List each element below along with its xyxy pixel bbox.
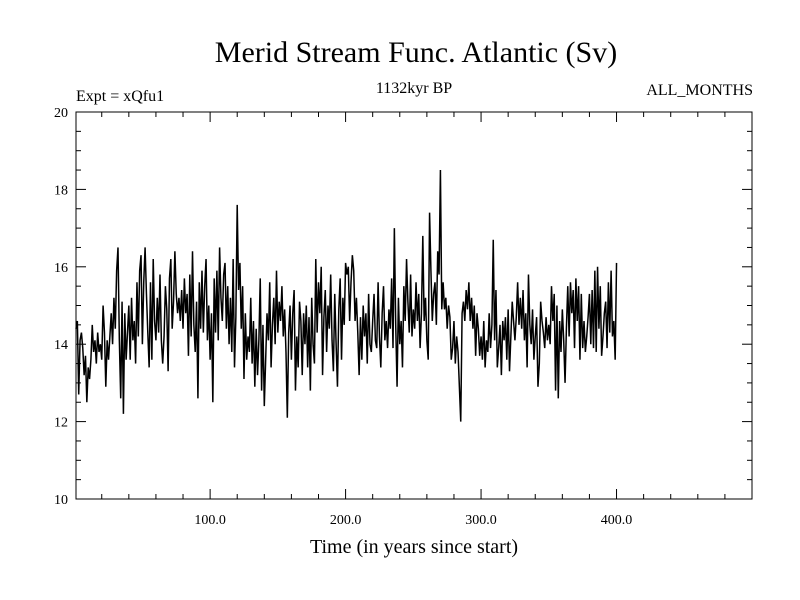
x-axis-label: Time (in years since start) <box>310 536 518 558</box>
x-tick-label: 200.0 <box>330 513 362 528</box>
experiment-label: Expt = xQfu1 <box>76 88 164 105</box>
data-series <box>75 170 618 422</box>
y-tick-label: 10 <box>54 493 68 508</box>
y-tick-label: 18 <box>54 183 68 198</box>
y-tick-label: 16 <box>54 261 68 276</box>
x-tick-label: 300.0 <box>465 513 497 528</box>
plot-frame <box>75 111 753 500</box>
y-tick-label: 12 <box>54 416 68 431</box>
chart-title: Merid Stream Func. Atlantic (Sv) <box>215 36 617 69</box>
y-tick-label: 14 <box>54 338 68 353</box>
x-tick-label: 100.0 <box>194 513 226 528</box>
x-tick-label: 400.0 <box>601 513 633 528</box>
period-label: 1132kyr BP <box>376 80 452 97</box>
months-label: ALL_MONTHS <box>646 82 753 99</box>
series-line <box>75 170 618 422</box>
y-tick-label: 20 <box>54 106 68 121</box>
axes: 10 12 14 16 18 20 100.0 200.0 300.0 400.0 <box>54 106 752 528</box>
